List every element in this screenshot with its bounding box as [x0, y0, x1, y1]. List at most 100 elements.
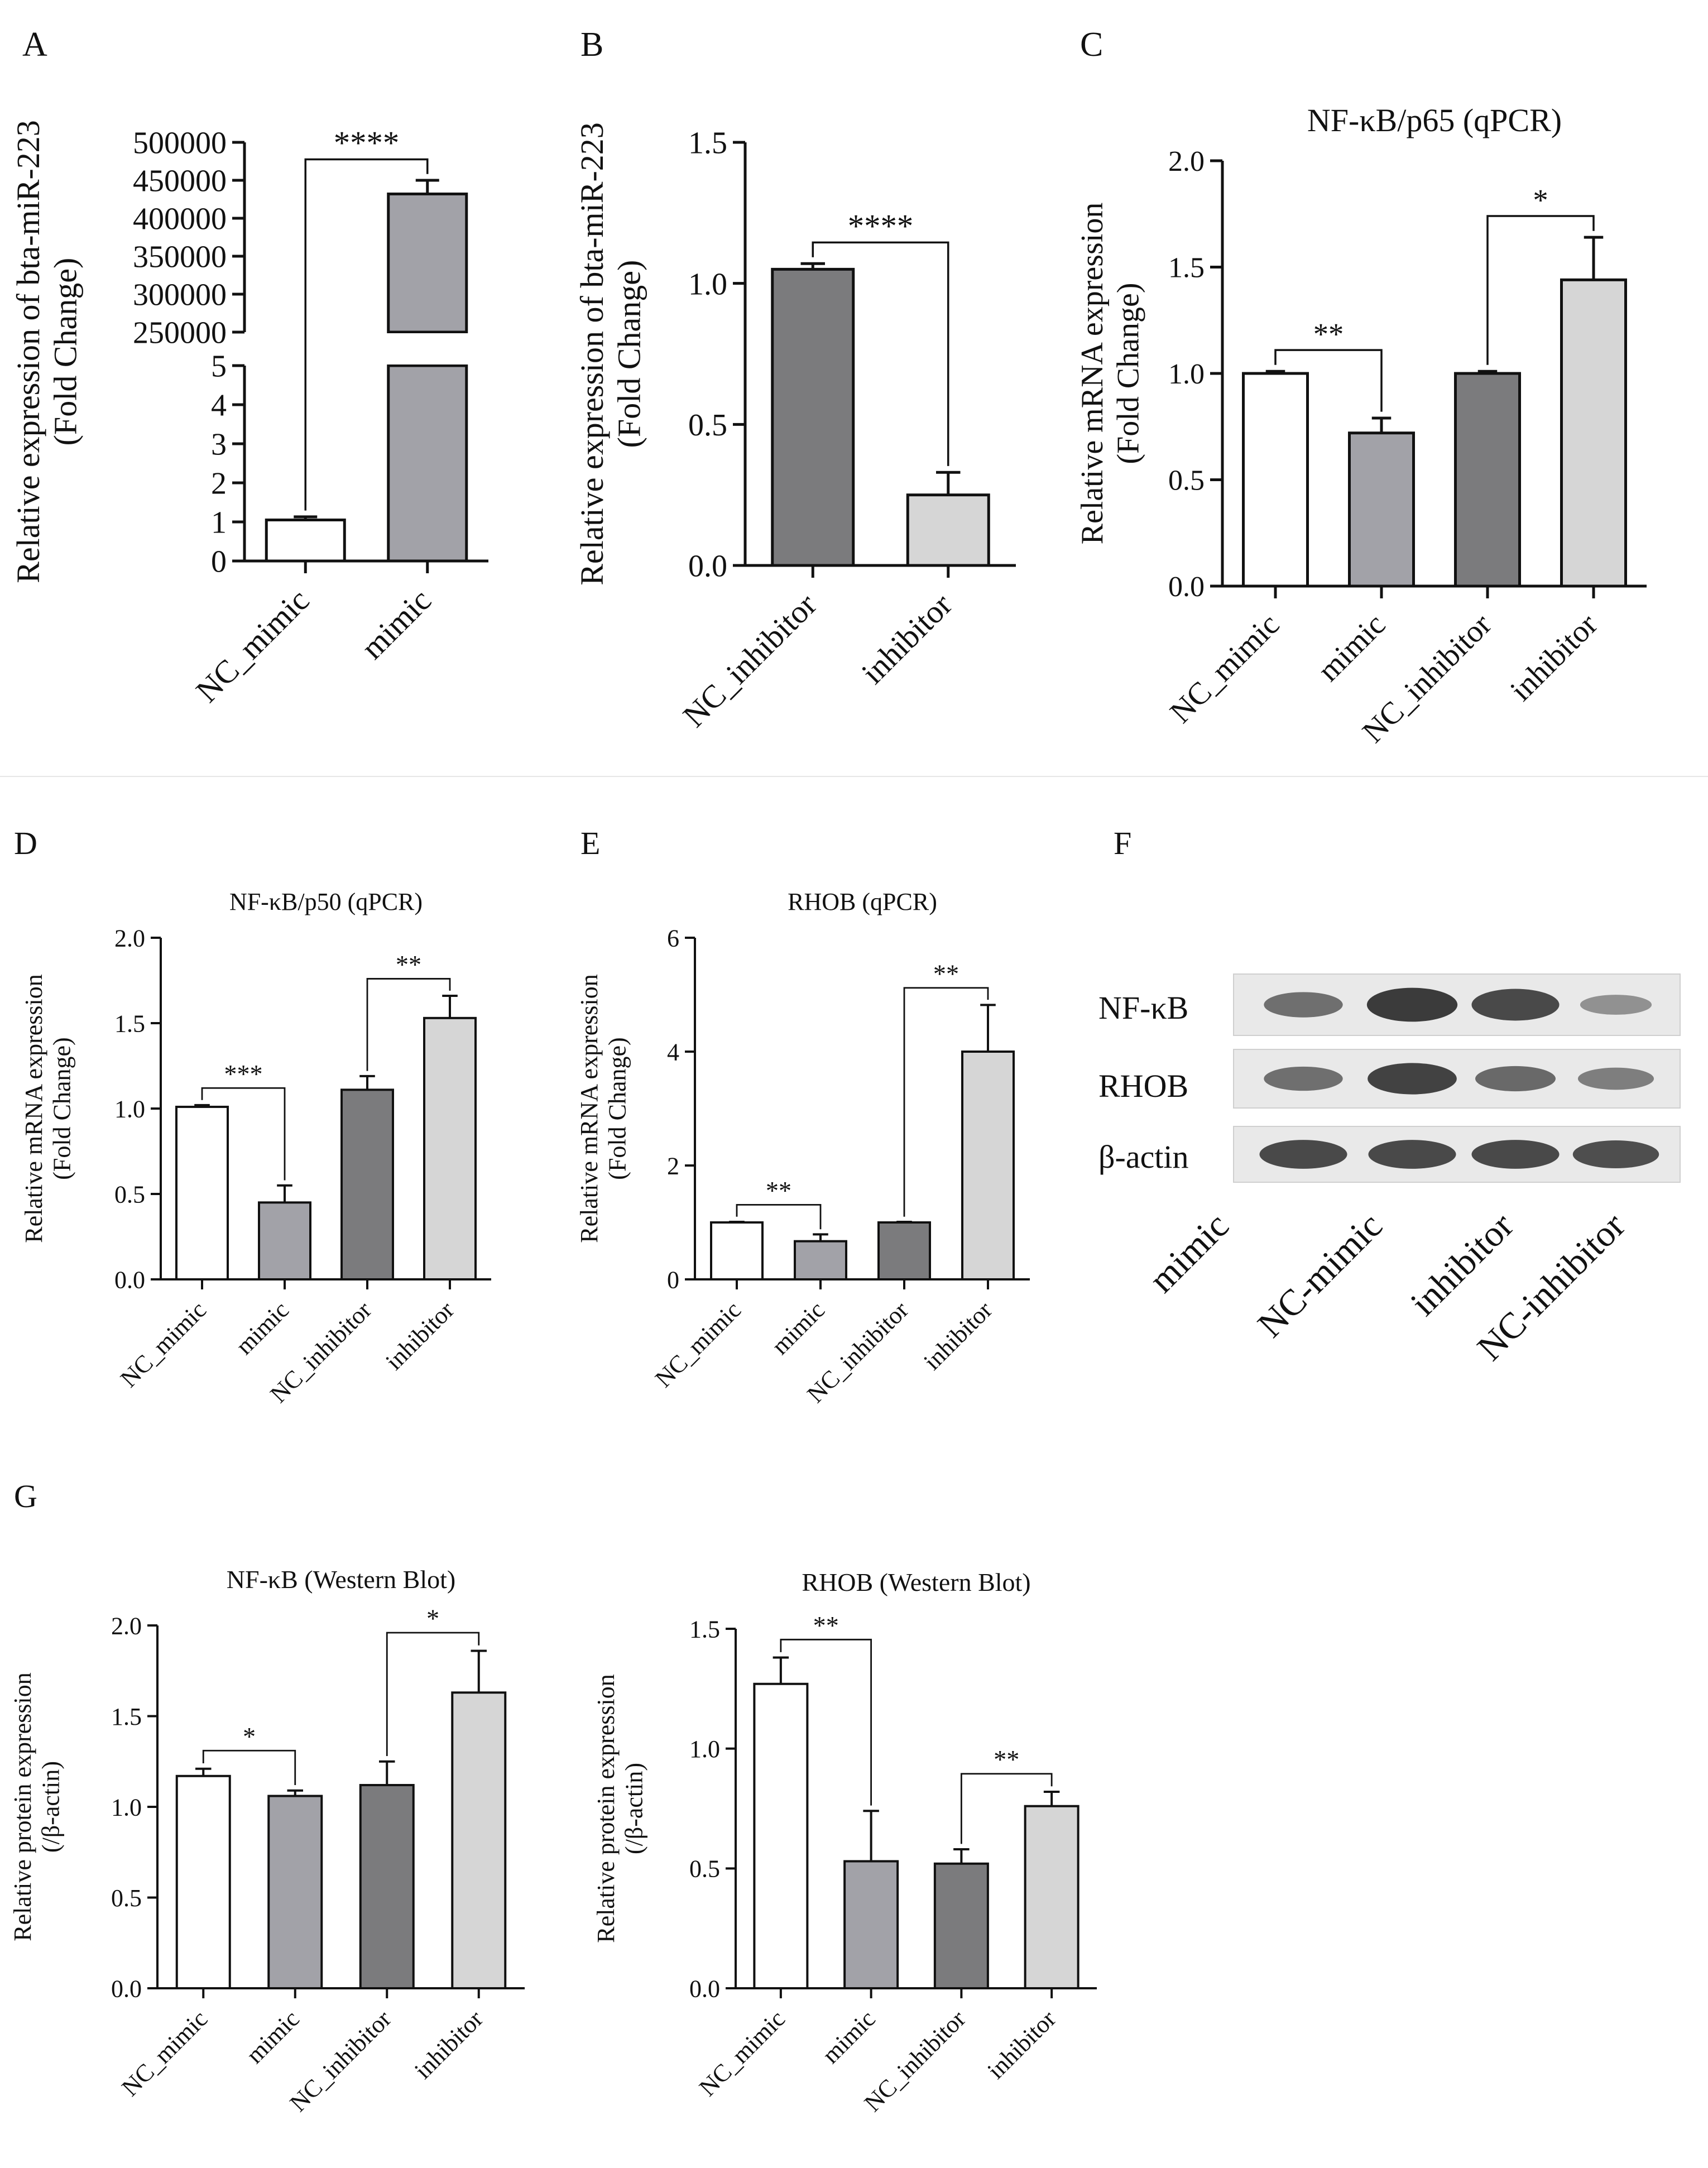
x-tick-label: NC_inhibitor	[676, 586, 824, 734]
y-tick-label: 1.5	[1168, 252, 1205, 284]
blot-lane-label: NC-mimic	[1250, 1205, 1390, 1345]
y-tick-label: 0.0	[688, 549, 727, 584]
y-tick-label: 5	[211, 349, 227, 384]
y-axis-label: Relative protein expression	[592, 1674, 620, 1942]
blot-row-label: RHOB	[1098, 1068, 1188, 1104]
chart-g-rhob: RHOB (Western Blot) 0.0 0.5 1.0 1.5 Relative …	[592, 1568, 1097, 2117]
panel-label-D: D	[14, 825, 37, 861]
x-tick-label: mimic	[241, 2005, 305, 2069]
significance-label: **	[1313, 317, 1344, 351]
bar	[710, 1221, 764, 1280]
bar	[1024, 1805, 1080, 1990]
y-tick-label: 4	[211, 388, 227, 423]
x-tick-label: mimic	[1311, 607, 1392, 688]
y-axis-label: (Fold Change)	[49, 1037, 76, 1179]
x-tick-label: NC_mimic	[115, 1296, 212, 1393]
y-axis-label: (Fold Change)	[604, 1037, 631, 1179]
y-axis-label: (/β-actin)	[621, 1763, 648, 1854]
y-tick-label: 2	[667, 1152, 679, 1179]
significance-bracket	[1486, 215, 1595, 365]
bar	[1348, 431, 1415, 588]
chart-c: NF-κB/p65 (qPCR) 0.0 0.5 1.0 1.5 2.0 Relative …	[1075, 102, 1647, 750]
blot-band	[1368, 1140, 1456, 1169]
x-tick-label: NC_mimic	[694, 2005, 790, 2102]
significance-label: ****	[848, 208, 914, 244]
significance-bracket	[202, 1749, 296, 1785]
x-tick-label: NC_mimic	[650, 1296, 746, 1393]
y-tick-label: 0.5	[1168, 465, 1205, 497]
y-tick-label: 1.0	[689, 1735, 720, 1763]
bar	[359, 1784, 415, 1989]
bar	[451, 1691, 507, 1989]
bar	[1454, 372, 1521, 588]
x-tick-label: inhibitor	[380, 1296, 459, 1375]
significance-bracket	[812, 241, 949, 466]
y-tick-label: 2	[211, 467, 227, 501]
y-tick-label: 0.0	[1168, 571, 1205, 603]
blot-row-label: NF-κB	[1098, 990, 1188, 1026]
significance-label: *	[243, 1722, 256, 1750]
y-tick-label: 1.0	[114, 1095, 145, 1123]
bar	[175, 1774, 231, 1989]
panel-label-B: B	[580, 26, 603, 64]
blot-band	[1366, 987, 1458, 1022]
bar	[423, 1016, 477, 1280]
bar	[267, 1795, 323, 1989]
panel-label-E: E	[580, 825, 600, 861]
x-tick-label: inhibitor	[1504, 607, 1604, 708]
significance-bracket	[386, 1632, 480, 1756]
y-tick-label: 0.0	[111, 1975, 142, 2002]
significance-label: ****	[334, 125, 400, 161]
bar	[771, 267, 855, 567]
blot-row-label: β-actin	[1098, 1139, 1189, 1175]
x-tick-label: inhibitor	[982, 2005, 1061, 2084]
blot-band	[1577, 1067, 1654, 1090]
chart-title: NF-κB/p50 (qPCR)	[229, 888, 423, 915]
chart-title: NF-κB (Western Blot)	[227, 1565, 455, 1594]
bar	[794, 1240, 847, 1280]
axis-break	[386, 333, 469, 364]
bar	[1560, 278, 1627, 588]
bar	[175, 1105, 229, 1280]
section-divider	[0, 776, 1708, 777]
panel-label-G: G	[14, 1478, 37, 1514]
significance-bracket	[780, 1638, 872, 1806]
blot-band	[1368, 1063, 1457, 1095]
y-tick-label: 0.5	[689, 1855, 720, 1883]
y-tick-label: 1.5	[111, 1703, 142, 1730]
y-tick-label: 0	[667, 1266, 679, 1293]
x-tick-label: mimic	[766, 1296, 830, 1360]
y-tick-label: 1.0	[111, 1793, 142, 1821]
significance-label: **	[396, 950, 421, 979]
y-axis-label: Relative protein expression	[9, 1672, 36, 1941]
significance-label: *	[426, 1604, 439, 1633]
y-axis-label: (Fold Change)	[47, 258, 84, 446]
significance-bracket	[366, 978, 451, 1071]
significance-bracket	[903, 987, 989, 1217]
y-axis-label: (Fold Change)	[611, 260, 647, 448]
panel-label-C: C	[1080, 26, 1103, 64]
blot-band	[1475, 1066, 1556, 1092]
significance-bracket	[736, 1203, 822, 1230]
y-tick-label: 0	[211, 545, 227, 579]
significance-label: **	[994, 1745, 1019, 1774]
y-axis-label: (Fold Change)	[1111, 282, 1145, 464]
chart-e: RHOB (qPCR) 0 2 4 6 Relative mRNA expression(…	[575, 888, 1030, 1408]
chart-d: NF-κB/p50 (qPCR) 0.0 0.5 1.0 1.5 2.0 Relative …	[20, 888, 491, 1408]
bar	[387, 192, 468, 334]
significance-label: **	[766, 1176, 791, 1205]
bar	[877, 1221, 931, 1280]
bar	[387, 364, 468, 563]
chart-title: RHOB (qPCR)	[788, 888, 937, 915]
x-tick-label: mimic	[231, 1296, 294, 1360]
blot-band	[1264, 992, 1343, 1018]
y-axis-label: (/β-actin)	[37, 1761, 65, 1853]
y-tick-label: 0.5	[111, 1884, 142, 1912]
blot-lane-label: mimic	[1141, 1205, 1237, 1301]
significance-label: **	[813, 1611, 839, 1639]
panel-label-A: A	[22, 26, 47, 64]
y-tick-label: 1.5	[114, 1010, 145, 1037]
significance-bracket	[1274, 349, 1383, 412]
blot-band	[1580, 995, 1652, 1015]
